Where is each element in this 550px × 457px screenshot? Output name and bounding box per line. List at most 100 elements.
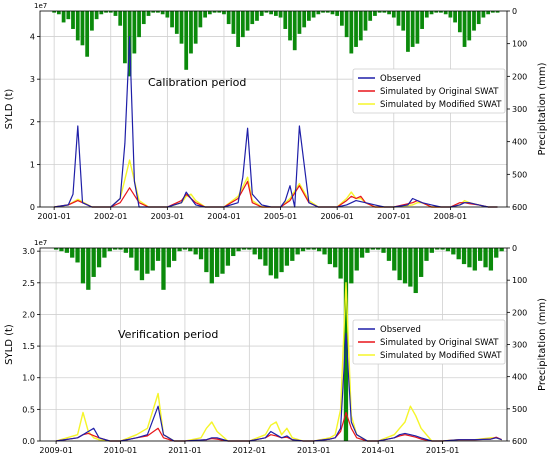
- y2-tick-label: 0: [512, 244, 517, 253]
- x-tick-label: 2003-01: [151, 212, 184, 221]
- precip-bar: [80, 248, 86, 284]
- x-tick-label: 2005-01: [264, 212, 297, 221]
- precip-bar: [222, 11, 226, 15]
- y-tick-label: 0.5: [22, 405, 35, 414]
- precip-bar: [61, 11, 66, 23]
- legend-label-modified: Simulated by Modified SWAT: [380, 100, 502, 110]
- precip-bar: [476, 11, 481, 25]
- precip-bar: [193, 11, 198, 44]
- precip-bar: [80, 11, 85, 46]
- precip-bar: [113, 11, 118, 16]
- precip-bar: [408, 248, 413, 287]
- precip-bar: [269, 11, 274, 15]
- precip-bar: [91, 248, 96, 277]
- precip-bar: [263, 248, 268, 266]
- precip-bar: [108, 11, 113, 13]
- precip-bar: [274, 248, 279, 279]
- precip-bar: [134, 248, 139, 271]
- precip-bar: [146, 11, 151, 16]
- y-tick-label: 1.5: [22, 342, 35, 351]
- precip-bar: [129, 248, 134, 258]
- precip-bar: [477, 248, 483, 261]
- precip-bar: [344, 11, 349, 38]
- precip-bar: [71, 11, 75, 29]
- precip-bar: [381, 248, 386, 253]
- precip-bar: [207, 11, 212, 15]
- x-tick-label: 2004-01: [207, 212, 240, 221]
- precip-bar: [488, 248, 494, 271]
- precip-bar: [214, 248, 220, 277]
- precip-bar: [64, 248, 70, 253]
- x-tick-label: 2014-01: [361, 446, 394, 455]
- precip-bar: [284, 248, 290, 266]
- precip-bar: [184, 11, 189, 70]
- precip-bar: [494, 248, 499, 258]
- precip-bar: [198, 11, 203, 28]
- precip-bar: [279, 248, 284, 273]
- precip-bar: [156, 11, 160, 13]
- precip-bar: [339, 11, 344, 26]
- precip-bar: [225, 248, 231, 266]
- x-tick-label: 2001-01: [37, 212, 70, 221]
- precip-bar: [392, 248, 397, 271]
- y-tick-label: 0.0: [22, 437, 35, 446]
- precip-bar: [189, 11, 193, 54]
- precip-bar: [231, 248, 236, 257]
- precip-bar: [349, 248, 354, 284]
- period-annotation: Verification period: [118, 328, 218, 341]
- precip-bar: [410, 11, 415, 47]
- precip-bar: [418, 248, 424, 277]
- precip-bar: [467, 248, 472, 268]
- precip-bar: [236, 248, 241, 252]
- x-tick-label: 2013-01: [297, 446, 330, 455]
- precip-bar: [358, 11, 363, 41]
- precip-bar: [240, 11, 245, 38]
- y2-tick-label: 0: [512, 7, 517, 16]
- precip-bar: [288, 11, 292, 41]
- precip-bar: [107, 248, 112, 252]
- precip-bar: [155, 248, 161, 261]
- x-tick-label: 2002-01: [94, 212, 127, 221]
- precip-bar: [306, 11, 311, 21]
- precip-bar: [86, 248, 91, 290]
- precip-bar: [166, 248, 171, 268]
- precip-bar: [401, 11, 406, 31]
- y-tick-label: 1: [30, 160, 35, 169]
- legend-label-observed: Observed: [380, 325, 421, 335]
- legend-box: [352, 319, 506, 365]
- precip-bar: [453, 11, 457, 23]
- precip-bar: [467, 11, 472, 41]
- precip-bar: [373, 11, 377, 16]
- original-series-line: [54, 180, 498, 208]
- precip-bar: [123, 248, 129, 253]
- y-tick-label: 1.0: [22, 374, 35, 383]
- y-tick-label: 4: [30, 33, 35, 42]
- precip-bar: [250, 11, 255, 25]
- precip-bar: [123, 11, 127, 64]
- precip-bar: [252, 248, 257, 255]
- precip-bar: [330, 11, 335, 15]
- precip-bar: [151, 11, 156, 13]
- precip-bar: [247, 248, 252, 250]
- precip-bar: [391, 11, 396, 18]
- precip-bar: [241, 248, 247, 250]
- precip-bar: [440, 248, 445, 250]
- precip-bar: [300, 248, 306, 252]
- y-tick-label: 3.0: [22, 247, 35, 256]
- y2-tick-label: 200: [512, 72, 527, 81]
- calibration-panel: 2001-01 2002-01 2003-01 2004-01 2005-01 2006-…: [4, 2, 548, 221]
- precip-bar: [113, 248, 118, 250]
- precip-bar: [278, 11, 283, 18]
- precip-bar: [245, 11, 250, 31]
- y2-tick-label: 600: [512, 203, 527, 212]
- precip-bar: [354, 11, 358, 47]
- legend-label-observed: Observed: [380, 74, 421, 84]
- precip-bar: [75, 11, 80, 41]
- x-tick-label: 2010-01: [104, 446, 137, 455]
- y-tick-label: 2.0: [22, 310, 35, 319]
- precip-bar: [212, 11, 217, 13]
- precip-bar: [137, 11, 141, 38]
- precip-bar: [386, 248, 392, 261]
- precip-bar: [413, 248, 418, 294]
